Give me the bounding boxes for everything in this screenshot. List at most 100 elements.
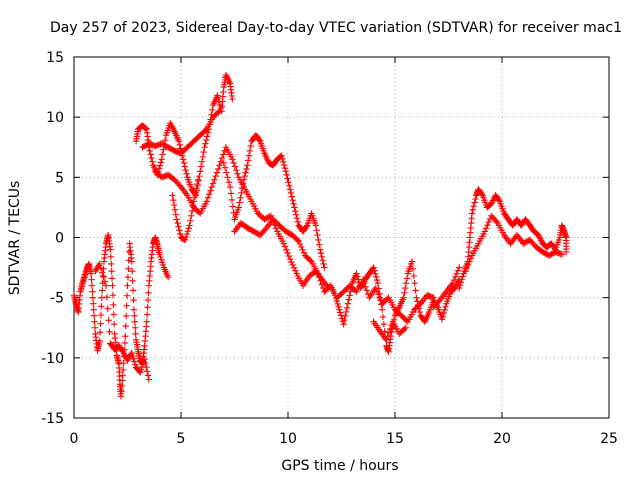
data-point-marker [193,185,200,192]
data-point-marker [558,251,566,258]
data-point-marker [403,275,411,282]
data-point-marker [161,136,169,144]
data-point-marker [131,358,138,365]
data-point-marker [186,222,193,229]
data-point-marker [229,95,236,103]
data-point-marker [214,92,221,99]
data-point-marker [380,320,388,328]
data-point-marker [169,192,176,199]
data-point-marker [286,186,294,193]
data-point-marker [213,169,221,176]
data-point-marker [303,223,310,230]
data-point-marker [284,175,291,182]
data-point-marker [159,151,166,158]
data-point-marker [383,336,390,343]
y-tick-label: 5 [55,170,64,186]
data-point-marker [288,258,295,266]
data-point-marker [90,300,97,307]
data-point-marker [97,320,104,327]
data-point-marker [130,306,138,313]
data-point-marker [198,158,206,165]
data-point-marker [98,303,105,310]
x-axis-label: GPS time / hours [281,458,398,474]
data-point-marker [125,265,132,272]
data-point-marker [453,270,460,278]
data-point-marker [286,255,294,263]
data-point-marker [280,158,287,166]
data-point-marker [441,306,448,314]
data-point-marker [176,227,183,234]
data-point-marker [106,328,113,336]
chart-title: Day 257 of 2023, Sidereal Day-to-day VTE… [50,20,622,36]
data-point-marker [145,376,153,383]
data-point-marker [345,296,352,303]
data-point-marker [225,178,233,186]
data-point-marker [318,253,326,260]
data-point-marker [402,284,409,292]
data-point-marker [376,294,383,301]
data-point-marker [130,355,137,362]
data-point-marker [408,258,416,265]
data-point-marker [416,308,424,316]
data-point-marker [316,246,324,253]
data-point-marker [192,189,199,196]
data-point-marker [485,218,492,226]
data-point-marker [282,168,290,175]
data-point-marker [220,159,227,167]
data-point-marker [291,204,298,211]
data-point-marker [229,203,236,210]
data-point-marker [132,361,139,368]
data-point-marker [123,292,131,299]
data-point-marker [221,164,229,171]
data-point-marker [466,258,473,266]
data-point-marker [97,311,105,319]
data-point-marker [90,312,98,319]
data-point-marker [294,218,302,226]
data-point-marker [372,284,379,292]
data-point-marker [196,172,203,180]
data-point-marker [206,190,213,198]
data-point-marker [142,125,150,132]
data-point-marker [379,313,387,321]
data-point-marker [482,225,490,232]
data-point-marker [314,270,322,277]
data-point-marker [363,287,370,294]
data-point-marker [239,184,246,192]
data-point-marker [563,248,570,256]
y-tick-label: 10 [46,110,64,126]
data-point-marker [129,352,136,360]
data-point-marker [88,282,96,289]
data-point-marker [97,265,105,272]
data-point-marker [335,303,342,311]
data-point-marker [91,324,99,331]
data-point-marker [314,231,321,239]
data-point-marker [158,156,165,163]
data-point-marker [182,233,190,241]
x-tick-label: 15 [386,431,404,447]
data-point-marker [172,211,180,218]
data-point-marker [215,165,222,173]
x-tick-label: 10 [279,431,297,447]
data-point-marker [292,211,300,218]
data-point-marker [175,138,183,145]
data-point-marker [438,316,446,323]
data-point-marker [316,241,323,248]
data-point-marker [285,178,292,186]
data-point-marker [400,294,407,301]
data-point-marker [319,257,326,264]
data-point-marker [292,207,299,215]
data-point-marker [235,204,242,211]
data-point-marker [179,156,187,163]
data-point-marker [372,273,380,281]
data-point-marker [185,225,192,232]
data-point-marker [108,267,115,275]
data-point-marker [146,147,153,155]
data-point-marker [321,264,328,271]
data-point-marker [170,196,177,204]
data-point-marker [373,287,381,295]
data-point-marker [212,172,219,180]
data-point-marker [180,159,188,167]
data-point-marker [103,293,111,301]
data-point-marker [285,252,293,260]
data-point-marker [182,166,189,174]
